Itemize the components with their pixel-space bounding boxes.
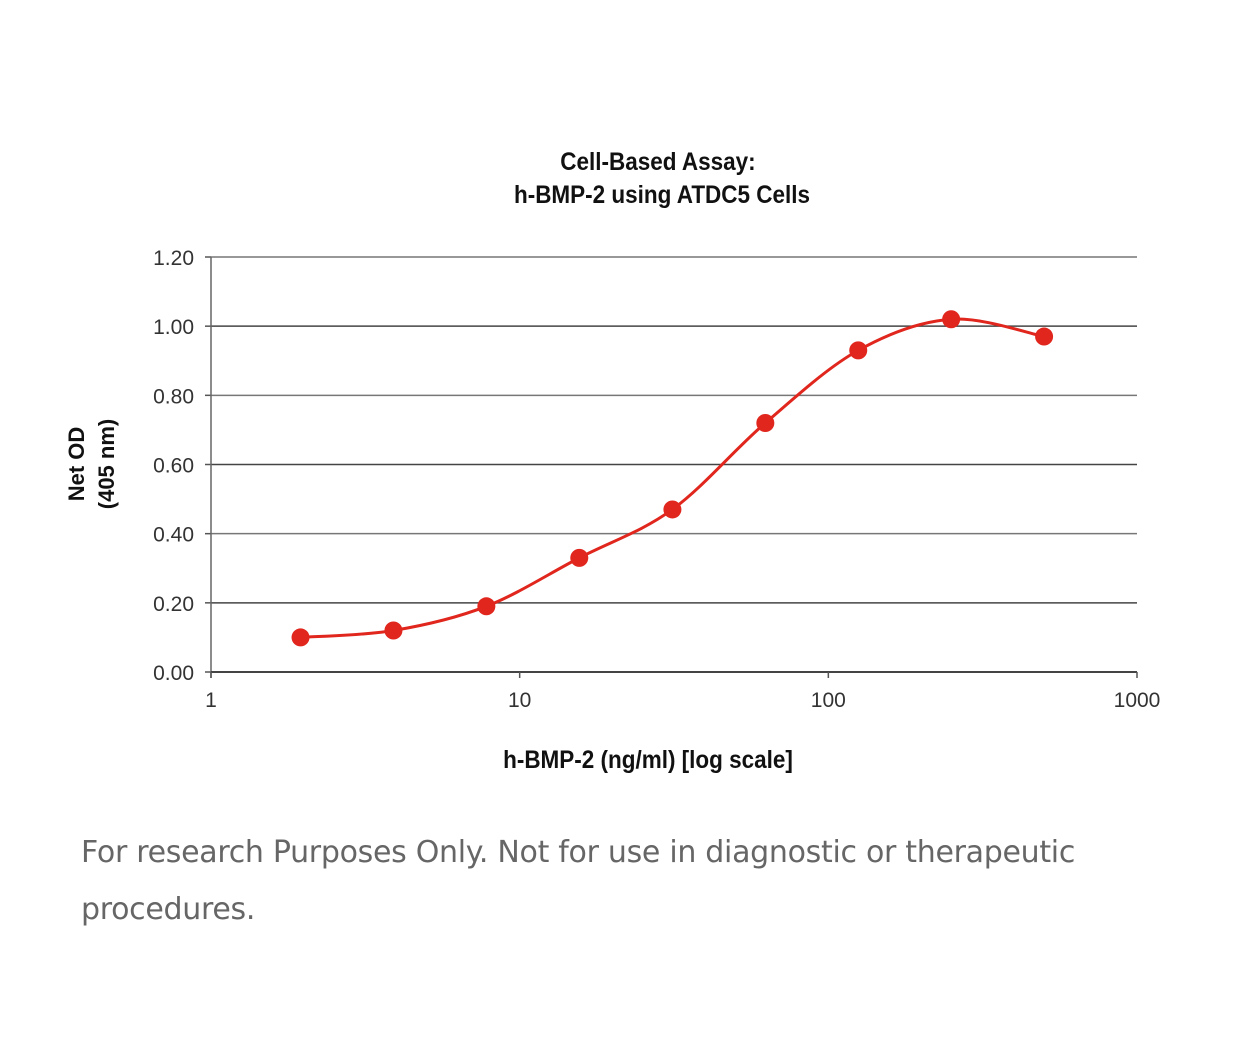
y-tick-label: 0.00 xyxy=(153,662,194,685)
y-tick-label: 1.00 xyxy=(153,316,194,339)
data-point xyxy=(849,341,868,360)
chart-title-line-1: Cell-Based Assay: xyxy=(560,148,755,176)
x-tick-label: 10 xyxy=(508,689,531,712)
x-tick-label: 1000 xyxy=(1114,689,1161,712)
y-axis-label-line-1: Net OD xyxy=(64,427,89,502)
y-tick-label: 0.80 xyxy=(153,385,194,408)
data-point xyxy=(384,621,403,640)
x-axis-label: h-BMP-2 (ng/ml) [log scale] xyxy=(503,746,793,774)
series-line xyxy=(300,317,1045,639)
y-tick-label: 0.20 xyxy=(153,593,194,616)
x-tick-label: 100 xyxy=(811,689,846,712)
data-point xyxy=(291,628,310,647)
data-point xyxy=(477,597,496,616)
axes xyxy=(210,257,1138,678)
y-tick-label: 1.20 xyxy=(153,247,194,270)
y-tick-label: 0.40 xyxy=(153,524,194,547)
y-tick-labels: 0.00 0.20 0.40 0.60 0.80 1.00 1.20 xyxy=(153,247,194,685)
y-tick-label: 0.60 xyxy=(153,455,194,478)
x-tick-label: 1 xyxy=(205,689,217,712)
y-axis-label-line-2: (405 nm) xyxy=(94,419,119,509)
data-point xyxy=(663,500,682,519)
x-tick-labels: 1 10 100 1000 xyxy=(205,689,1160,712)
chart-title-line-2: h-BMP-2 using ATDC5 Cells xyxy=(514,181,810,209)
data-point xyxy=(756,414,775,432)
data-point xyxy=(942,310,961,329)
data-points xyxy=(291,310,1054,647)
gridlines xyxy=(205,256,1137,673)
disclaimer-text: For research Purposes Only. Not for use … xyxy=(81,835,1076,927)
data-point xyxy=(570,548,589,567)
data-point xyxy=(1035,327,1054,346)
